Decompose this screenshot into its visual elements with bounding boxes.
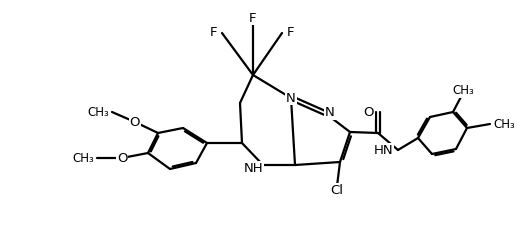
Text: HN: HN — [373, 144, 393, 157]
Text: CH₃: CH₃ — [493, 118, 515, 130]
Text: N: N — [286, 91, 296, 104]
Text: CH₃: CH₃ — [72, 152, 94, 164]
Text: O: O — [130, 115, 140, 129]
Text: Cl: Cl — [330, 183, 344, 197]
Text: F: F — [249, 11, 257, 25]
Text: F: F — [210, 26, 217, 40]
Text: NH: NH — [243, 162, 263, 174]
Text: CH₃: CH₃ — [87, 105, 109, 119]
Text: F: F — [287, 26, 295, 40]
Text: O: O — [364, 105, 374, 119]
Text: O: O — [117, 152, 127, 164]
Text: CH₃: CH₃ — [452, 84, 474, 98]
Text: N: N — [325, 106, 335, 119]
